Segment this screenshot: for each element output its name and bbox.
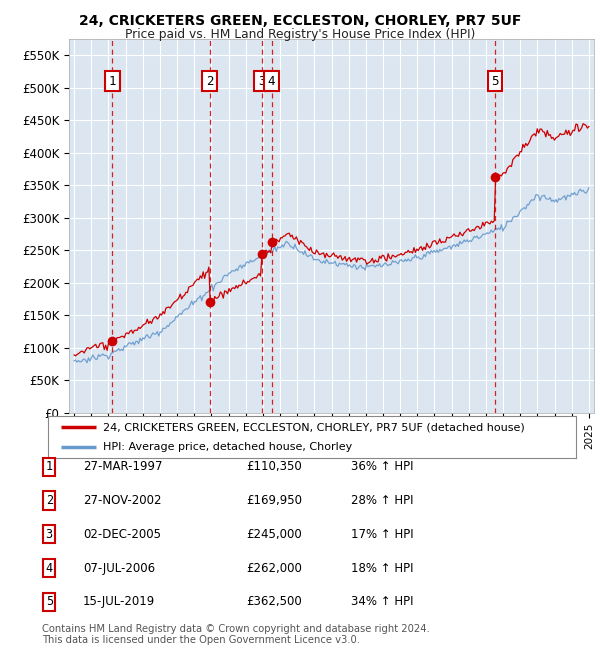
Text: 2: 2: [46, 494, 53, 507]
Text: 4: 4: [268, 75, 275, 88]
Text: £169,950: £169,950: [246, 494, 302, 507]
Text: 3: 3: [46, 528, 53, 541]
Text: £245,000: £245,000: [246, 528, 302, 541]
Text: 5: 5: [46, 595, 53, 608]
Text: Contains HM Land Registry data © Crown copyright and database right 2024.: Contains HM Land Registry data © Crown c…: [42, 625, 430, 634]
Text: 28% ↑ HPI: 28% ↑ HPI: [351, 494, 413, 507]
Text: 18% ↑ HPI: 18% ↑ HPI: [351, 562, 413, 575]
Text: 27-NOV-2002: 27-NOV-2002: [83, 494, 161, 507]
Text: 15-JUL-2019: 15-JUL-2019: [83, 595, 155, 608]
Text: Price paid vs. HM Land Registry's House Price Index (HPI): Price paid vs. HM Land Registry's House …: [125, 28, 475, 41]
Text: 2: 2: [206, 75, 214, 88]
Text: 36% ↑ HPI: 36% ↑ HPI: [351, 460, 413, 473]
Text: 5: 5: [491, 75, 499, 88]
Text: 1: 1: [46, 460, 53, 473]
Text: £362,500: £362,500: [246, 595, 302, 608]
Text: 07-JUL-2006: 07-JUL-2006: [83, 562, 155, 575]
Text: 02-DEC-2005: 02-DEC-2005: [83, 528, 161, 541]
Text: 34% ↑ HPI: 34% ↑ HPI: [351, 595, 413, 608]
Text: 17% ↑ HPI: 17% ↑ HPI: [351, 528, 413, 541]
Text: 24, CRICKETERS GREEN, ECCLESTON, CHORLEY, PR7 5UF: 24, CRICKETERS GREEN, ECCLESTON, CHORLEY…: [79, 14, 521, 29]
Text: 24, CRICKETERS GREEN, ECCLESTON, CHORLEY, PR7 5UF (detached house): 24, CRICKETERS GREEN, ECCLESTON, CHORLEY…: [103, 422, 525, 432]
Text: £110,350: £110,350: [246, 460, 302, 473]
Text: 27-MAR-1997: 27-MAR-1997: [83, 460, 162, 473]
Text: 3: 3: [258, 75, 265, 88]
Text: This data is licensed under the Open Government Licence v3.0.: This data is licensed under the Open Gov…: [42, 636, 360, 645]
Text: 1: 1: [109, 75, 116, 88]
Text: HPI: Average price, detached house, Chorley: HPI: Average price, detached house, Chor…: [103, 442, 353, 452]
Text: £262,000: £262,000: [246, 562, 302, 575]
Text: 4: 4: [46, 562, 53, 575]
